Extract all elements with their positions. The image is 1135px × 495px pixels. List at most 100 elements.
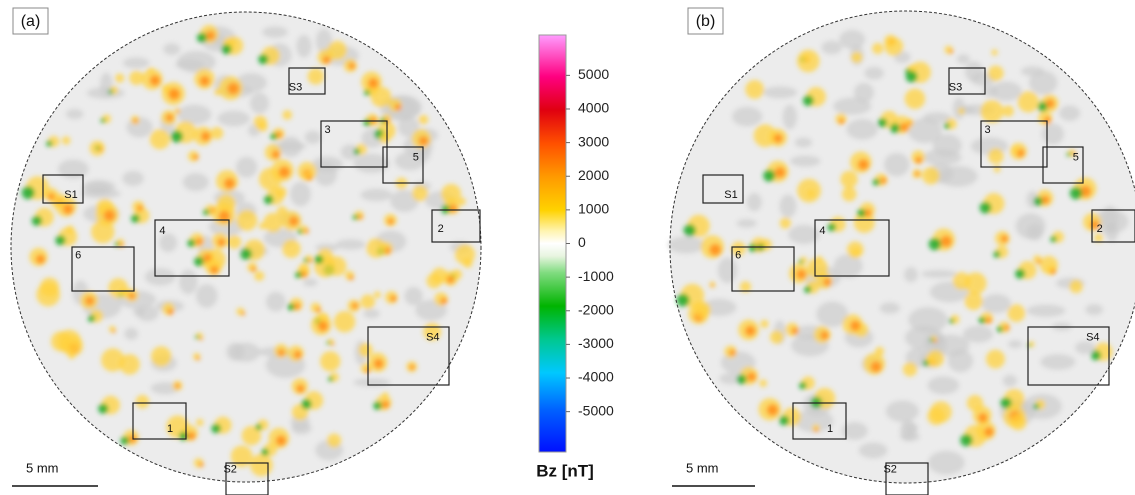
anomaly-negative xyxy=(929,238,941,250)
grain xyxy=(981,294,1011,313)
anomaly-core xyxy=(206,31,215,40)
anomaly-core xyxy=(272,150,280,158)
colorbar-tick-label: -3000 xyxy=(578,335,614,351)
region-label: S1 xyxy=(724,189,737,201)
anomaly xyxy=(129,71,143,85)
colorbar-tick-label: 3000 xyxy=(578,133,609,149)
anomaly-negative xyxy=(258,54,268,64)
anomaly-core xyxy=(984,427,994,437)
grain xyxy=(821,41,842,55)
anomaly xyxy=(57,330,81,354)
anomaly-negative xyxy=(1070,187,1082,199)
anomaly-negative xyxy=(270,133,277,140)
region-label: 6 xyxy=(735,250,741,262)
anomaly-core xyxy=(224,178,235,189)
grain xyxy=(1059,105,1080,120)
anomaly xyxy=(136,395,150,409)
anomaly-core xyxy=(318,321,328,331)
anomaly-core xyxy=(175,383,180,388)
grain xyxy=(179,270,198,295)
anomaly-negative xyxy=(737,374,747,384)
grain xyxy=(859,442,888,458)
grain xyxy=(404,287,422,305)
anomaly xyxy=(875,347,884,356)
anomaly xyxy=(842,187,857,202)
grain xyxy=(900,420,916,441)
anomaly-core xyxy=(908,121,912,125)
anomaly-core xyxy=(390,295,396,301)
anomaly-core xyxy=(196,238,203,245)
grain xyxy=(163,43,180,55)
anomaly xyxy=(412,185,428,201)
anomaly-negative xyxy=(120,436,129,445)
anomaly-negative xyxy=(779,415,789,425)
figure: (a)S1S335246S41S25 mm(b)S1S335246S41S25 … xyxy=(0,0,1135,495)
anomaly-negative xyxy=(749,244,757,252)
panel-label: (b) xyxy=(696,13,716,30)
anomaly-negative xyxy=(997,326,1003,332)
grain xyxy=(336,239,366,250)
colorbar xyxy=(539,35,566,452)
grain xyxy=(1003,375,1017,387)
anomaly-negative xyxy=(328,376,333,381)
anomaly xyxy=(780,218,791,229)
grain xyxy=(1085,304,1103,315)
anomaly-negative xyxy=(46,141,52,147)
anomaly-core xyxy=(137,205,143,211)
grain xyxy=(133,308,145,316)
grain xyxy=(1040,354,1075,370)
anomaly-negative xyxy=(763,170,775,182)
anomaly-negative xyxy=(187,239,195,247)
anomaly-core xyxy=(709,244,721,256)
anomaly xyxy=(374,291,381,298)
anomaly-core xyxy=(871,361,882,372)
grain xyxy=(921,270,957,278)
page: {"panels":[ {"label":"(a)","scale_bar":"… xyxy=(0,0,1135,495)
anomaly xyxy=(905,89,925,109)
anomaly-negative xyxy=(22,186,35,199)
anomaly xyxy=(250,454,273,477)
anomaly-core xyxy=(176,110,179,113)
anomaly xyxy=(927,350,944,367)
grain xyxy=(361,189,393,202)
anomaly xyxy=(807,189,815,197)
region-label: S1 xyxy=(64,189,77,201)
anomaly-negative xyxy=(890,123,900,133)
anomaly-core xyxy=(187,432,195,440)
anomaly-core xyxy=(307,176,312,181)
region-label: S3 xyxy=(949,81,962,93)
anomaly xyxy=(366,238,386,258)
anomaly xyxy=(981,100,1004,123)
anomaly-core xyxy=(774,134,783,143)
anomaly-core xyxy=(348,63,355,70)
anomaly xyxy=(927,408,945,426)
anomaly-negative xyxy=(1033,197,1042,206)
anomaly-core xyxy=(850,321,860,331)
anomaly xyxy=(320,351,340,371)
anomaly xyxy=(903,362,917,376)
anomaly xyxy=(1002,105,1013,116)
colorbar-tick-label: 2000 xyxy=(578,167,609,183)
anomaly-negative xyxy=(326,341,329,344)
anomaly-core xyxy=(323,56,331,64)
anomaly-core xyxy=(711,284,714,287)
anomaly-negative xyxy=(171,131,183,143)
anomaly xyxy=(1012,146,1019,153)
anomaly-negative xyxy=(301,399,311,409)
anomaly-negative xyxy=(211,424,220,433)
anomaly-core xyxy=(279,166,290,177)
anomaly xyxy=(988,65,1004,81)
anomaly xyxy=(1069,280,1082,293)
anomaly-core xyxy=(196,357,200,361)
anomaly-core xyxy=(409,365,414,370)
grain xyxy=(305,131,321,144)
grain xyxy=(87,87,125,99)
anomaly-negative xyxy=(1091,350,1101,360)
anomaly-core xyxy=(419,136,429,146)
anomaly-core xyxy=(200,76,210,86)
grain xyxy=(780,195,797,218)
anomaly-core xyxy=(796,269,806,279)
grain xyxy=(905,326,944,350)
region-label: 4 xyxy=(159,225,165,237)
anomaly-core xyxy=(308,259,312,263)
